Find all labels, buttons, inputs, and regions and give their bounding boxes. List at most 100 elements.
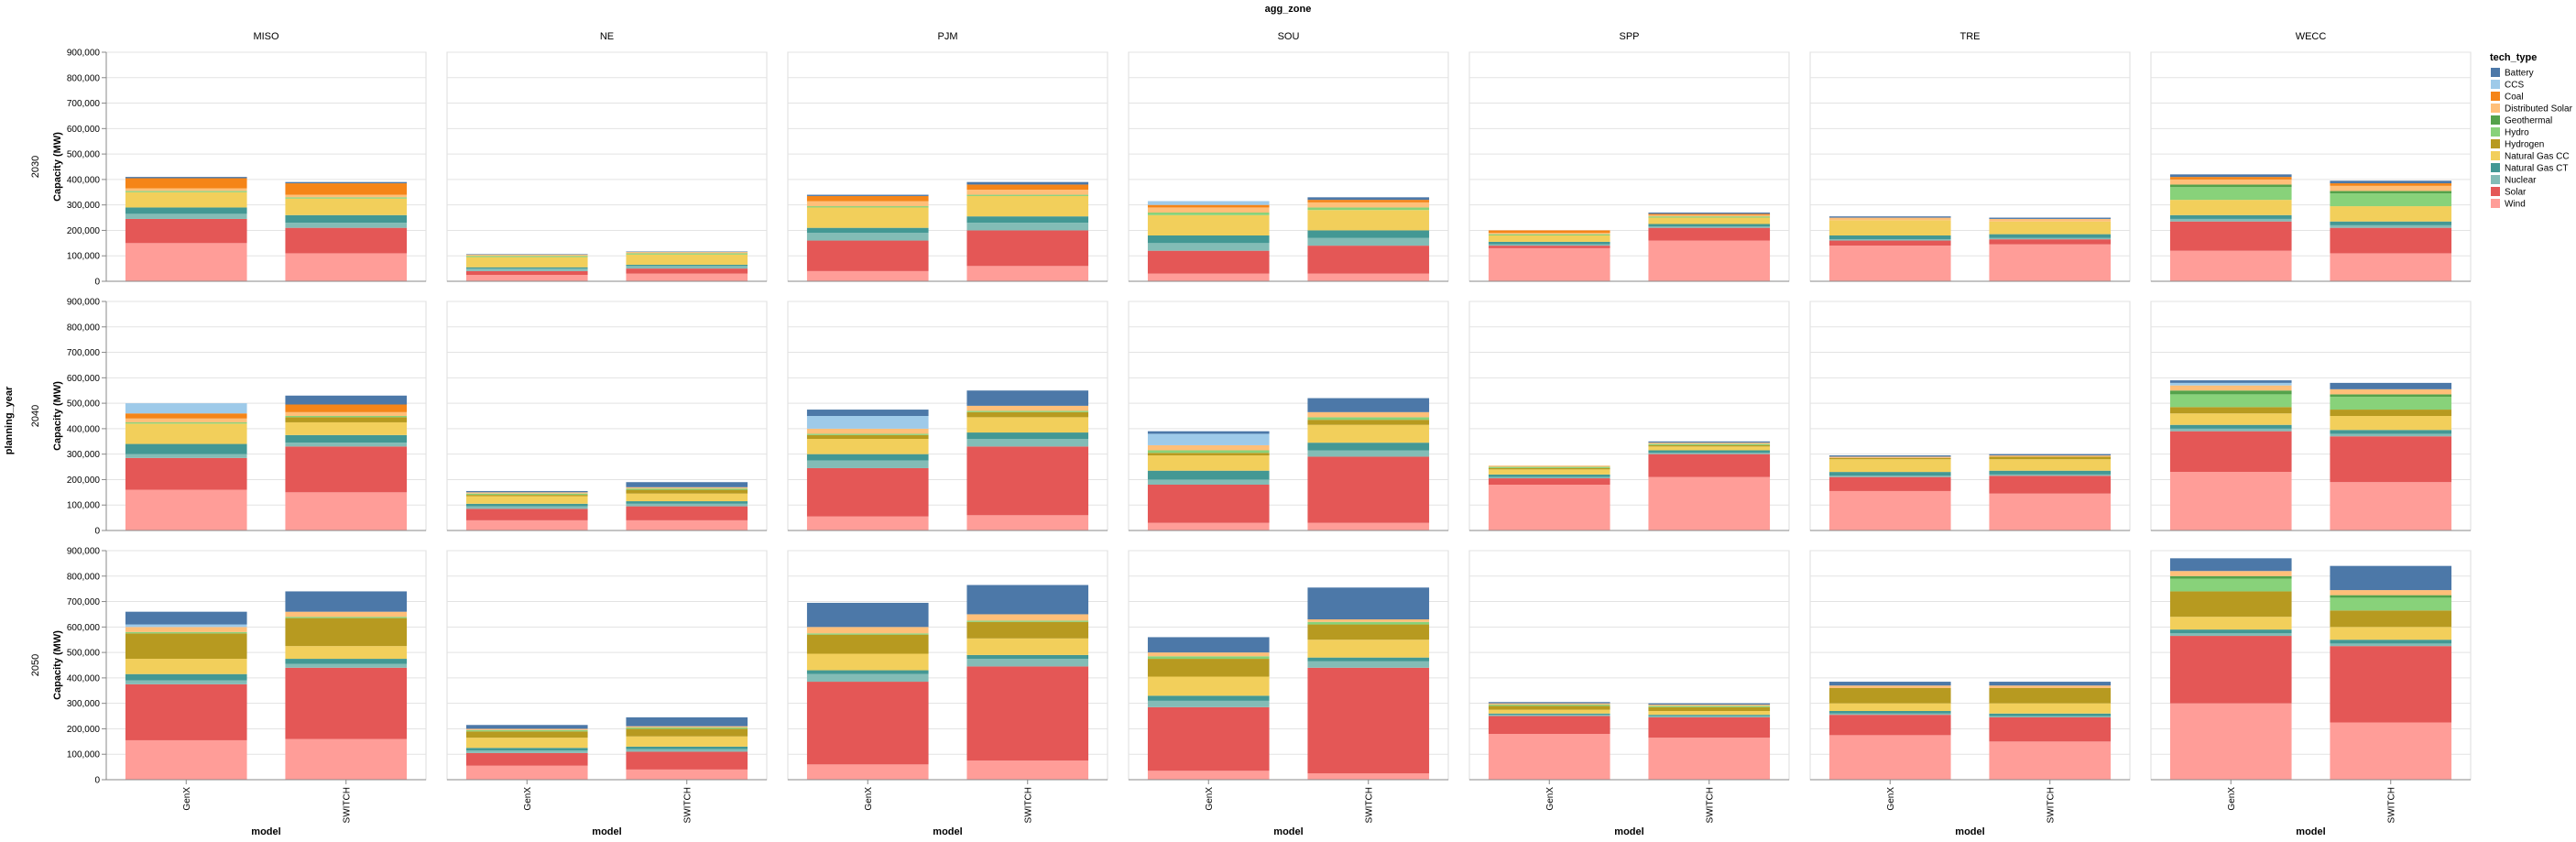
x-tick-label: SWITCH (2046, 787, 2056, 823)
bar-segment-natural-gas-cc: WECC 2040 SWITCH Natural Gas CC: 55000 (2330, 416, 2452, 431)
bar-segment-nuclear: TRE 2030 GenX Nuclear: 5000 (1828, 239, 1951, 241)
x-tick-label: GenX (1545, 787, 1555, 811)
bar-segment-solar: NE 2050 SWITCH Solar: 70000 (626, 751, 748, 770)
bar-segment-distributed-solar: SPP 2030 SWITCH Distributed Solar: 5000 (1648, 214, 1771, 217)
bar-segment-nuclear: MISO 2030 GenX Nuclear: 20000 (125, 213, 247, 219)
bar-segment-distributed-solar: SOU 2030 SWITCH Distributed Solar: 20000 (1307, 202, 1430, 208)
bar-segment-natural-gas-cc: MISO 2030 SWITCH Natural Gas CC: 65000 (285, 198, 408, 215)
bar-segment-hydro: SPP 2040 SWITCH Hydro: 5000 (1648, 443, 1771, 445)
bar-segment-solar: MISO 2030 GenX Solar: 95000 (125, 218, 247, 244)
bar-segment-wind: PJM 2050 GenX Wind: 60000 (806, 764, 929, 780)
bar-segment-natural-gas-cc: WECC 2040 GenX Natural Gas CC: 45000 (2169, 413, 2292, 425)
bar-segment-natural-gas-ct: NE 2040 GenX Natural Gas CT: 10000 (465, 503, 588, 507)
bar-segment-distributed-solar: MISO 2040 SWITCH Distributed Solar: 1500… (285, 411, 408, 416)
bar-segment-battery: NE 2030 GenX Battery: 2000 (465, 254, 588, 255)
bar-segment-hydrogen: SOU 2050 GenX Hydrogen: 70000 (1147, 659, 1270, 677)
bar-segment-wind: TRE 2040 SWITCH Wind: 145000 (1989, 493, 2112, 530)
legend-swatch-nuclear (2491, 175, 2500, 184)
bar-segment-nuclear: WECC 2030 GenX Nuclear: 10000 (2169, 218, 2292, 222)
bar-segment-solar: SPP 2040 SWITCH Solar: 90000 (1648, 454, 1771, 477)
bar-segment-natural-gas-ct: TRE 2030 SWITCH Natural Gas CT: 15000 (1989, 234, 2112, 238)
bar-segment-solar: SPP 2030 GenX Solar: 10000 (1488, 246, 1610, 248)
bar-segment-hydro: SOU 2040 GenX Hydro: 10000 (1147, 450, 1270, 454)
bar-segment-solar: SOU 2040 GenX Solar: 150000 (1147, 485, 1270, 523)
bar-segment-wind: PJM 2030 GenX Wind: 40000 (806, 270, 929, 281)
bar-segment-battery: SOU 2040 SWITCH Battery: 55000 (1307, 398, 1430, 412)
bar-segment-hydro: PJM 2050 SWITCH Hydro: 5000 (966, 620, 1089, 622)
legend-swatch-ccs (2491, 80, 2500, 89)
panel-frame (446, 51, 768, 282)
x-axis-title: model (933, 826, 962, 837)
legend-title: tech_type (2490, 52, 2537, 63)
bar-segment-nuclear: WECC 2030 SWITCH Nuclear: 10000 (2330, 224, 2452, 228)
bar-segment-hydrogen: MISO 2040 SWITCH Hydrogen: 20000 (285, 417, 408, 422)
bar-segment-natural-gas-cc: PJM 2040 GenX Natural Gas CC: 60000 (806, 439, 929, 454)
bar-segment-distributed-solar: MISO 2050 GenX Distributed Solar: 20000 (125, 627, 247, 632)
bar-segment-wind: NE 2050 GenX Wind: 55000 (465, 765, 588, 780)
bar-segment-battery: NE 2040 SWITCH Battery: 20000 (626, 482, 748, 487)
y-tick-label: 300,000 (67, 699, 101, 709)
bar-segment-wind: NE 2030 GenX Wind: 25000 (465, 275, 588, 281)
legend-swatch-hydrogen (2491, 139, 2500, 148)
bar-segment-solar: TRE 2030 GenX Solar: 20000 (1828, 240, 1951, 246)
bar-segment-battery: TRE 2050 GenX Battery: 15000 (1828, 682, 1951, 686)
bar-segment-battery: NE 2050 GenX Battery: 15000 (465, 725, 588, 729)
x-axis-title: model (592, 826, 621, 837)
bar-segment-nuclear: TRE 2040 SWITCH Nuclear: 5000 (1989, 474, 2112, 476)
legend-label: Nuclear (2505, 176, 2537, 186)
bar-segment-hydro: SOU 2050 SWITCH Hydro: 10000 (1307, 621, 1430, 625)
bar-segment-wind: PJM 2040 SWITCH Wind: 60000 (966, 515, 1089, 530)
bar-segment-battery: SPP 2040 SWITCH Battery: 5000 (1648, 441, 1771, 443)
row-facet-label: 2040 (30, 405, 41, 427)
x-tick-label: GenX (523, 787, 533, 811)
bar-segment-distributed-solar: SOU 2040 SWITCH Distributed Solar: 20000 (1307, 411, 1430, 418)
bar-segment-battery: SOU 2040 GenX Battery: 10000 (1147, 431, 1270, 434)
bar-segment-hydrogen: NE 2050 GenX Hydrogen: 25000 (465, 731, 588, 738)
bar-segment-nuclear: SOU 2050 GenX Nuclear: 25000 (1147, 700, 1270, 707)
bar-segment-battery: SPP 2050 SWITCH Battery: 5000 (1648, 703, 1771, 705)
y-tick-label: 800,000 (67, 572, 101, 582)
bar-segment-solar: PJM 2030 SWITCH Solar: 140000 (966, 230, 1089, 267)
bar-segment-natural-gas-cc: TRE 2030 GenX Natural Gas CC: 60000 (1828, 220, 1951, 235)
bar-segment-hydro: MISO 2040 GenX Hydro: 5000 (125, 421, 247, 424)
bar-segment-battery: WECC 2050 SWITCH Battery: 95000 (2330, 565, 2452, 591)
bar-segment-wind: SPP 2040 SWITCH Wind: 210000 (1648, 476, 1771, 530)
bar-segment-wind: SOU 2030 SWITCH Wind: 30000 (1307, 273, 1430, 281)
bar-segment-natural-gas-ct: PJM 2030 GenX Natural Gas CT: 20000 (806, 227, 929, 234)
bar-segment-wind: MISO 2050 SWITCH Wind: 160000 (285, 738, 408, 780)
bar-segment-nuclear: NE 2050 SWITCH Nuclear: 10000 (626, 749, 748, 752)
bar-segment-natural-gas-cc: SOU 2040 GenX Natural Gas CC: 60000 (1147, 455, 1270, 471)
bar-segment-distributed-solar: PJM 2050 SWITCH Distributed Solar: 25000 (966, 614, 1089, 621)
bar-segment-hydrogen: TRE 2050 SWITCH Hydrogen: 60000 (1989, 688, 2112, 704)
bar-segment-coal: WECC 2030 SWITCH Coal: 10000 (2330, 183, 2452, 186)
bar-segment-natural-gas-ct: SPP 2040 GenX Natural Gas CT: 10000 (1488, 474, 1610, 477)
bar-segment-distributed-solar: TRE 2050 GenX Distributed Solar: 10000 (1828, 685, 1951, 688)
bar-segment-distributed-solar: NE 2040 GenX Distributed Solar: 5000 (465, 492, 588, 494)
legend-label: Hydrogen (2505, 140, 2544, 150)
bar-segment-natural-gas-ct: NE 2050 GenX Natural Gas CT: 10000 (465, 748, 588, 751)
bar-segment-natural-gas-ct: SPP 2040 SWITCH Natural Gas CT: 10000 (1648, 450, 1771, 454)
x-tick-label: GenX (1205, 787, 1215, 811)
legend-label: Geothermal (2505, 116, 2552, 126)
bar-segment-battery: WECC 2040 SWITCH Battery: 25000 (2330, 382, 2452, 389)
y-axis-title: Capacity (MW) (52, 132, 63, 202)
bar-segment-distributed-solar: SOU 2030 GenX Distributed Solar: 20000 (1147, 207, 1270, 213)
bar-segment-hydrogen: TRE 2040 SWITCH Hydrogen: 10000 (1989, 456, 2112, 460)
bar-segment-wind: TRE 2040 GenX Wind: 155000 (1828, 490, 1951, 530)
bar-segment-nuclear: SPP 2040 SWITCH Nuclear: 5000 (1648, 453, 1771, 454)
bar-segment-battery: MISO 2040 SWITCH Battery: 35000 (285, 395, 408, 405)
bar-segment-wind: TRE 2030 SWITCH Wind: 145000 (1989, 244, 2112, 281)
y-tick-label: 200,000 (67, 476, 101, 486)
y-tick-label: 400,000 (67, 175, 101, 185)
bar-segment-battery: WECC 2030 SWITCH Battery: 10000 (2330, 180, 2452, 184)
bar-segment-natural-gas-ct: WECC 2030 SWITCH Natural Gas CT: 15000 (2330, 221, 2452, 225)
bar-segment-distributed-solar: NE 2040 SWITCH Distributed Solar: 5000 (626, 487, 748, 489)
bar-segment-natural-gas-cc: MISO 2040 SWITCH Natural Gas CC: 50000 (285, 421, 408, 435)
bar-segment-nuclear: NE 2040 GenX Nuclear: 10000 (465, 506, 588, 509)
y-tick-label: 400,000 (67, 673, 101, 683)
bar-segment-hydro: WECC 2040 SWITCH Hydro: 50000 (2330, 397, 2452, 410)
bar-segment-natural-gas-cc: SOU 2040 SWITCH Natural Gas CC: 70000 (1307, 424, 1430, 443)
bar-segment-ccs: SOU 2030 GenX CCS: 15000 (1147, 201, 1270, 205)
bar-segment-nuclear: NE 2040 SWITCH Nuclear: 10000 (626, 503, 748, 507)
y-tick-label: 300,000 (67, 201, 101, 211)
